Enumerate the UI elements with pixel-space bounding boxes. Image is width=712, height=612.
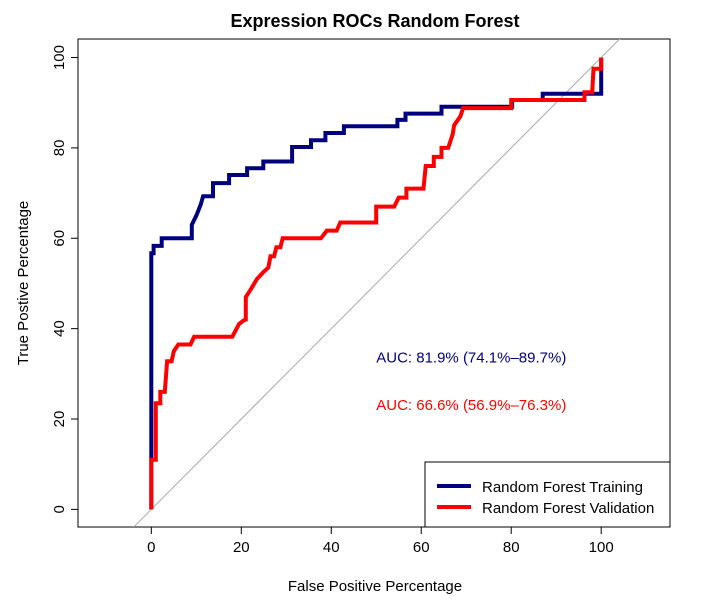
- y-tick-label: 20: [51, 411, 68, 428]
- x-tick-label: 80: [503, 539, 520, 556]
- legend: Random Forest Training Random Forest Val…: [424, 461, 671, 528]
- y-tick-label: 80: [51, 140, 68, 157]
- y-tick-label: 40: [51, 320, 68, 337]
- series-line-training: [149, 57, 604, 510]
- legend-box: [424, 461, 671, 528]
- auc-validation-label: AUC: 66.6% (56.9%–76.3%): [376, 397, 566, 414]
- x-axis: 0 20 40 60 80 100: [147, 526, 614, 556]
- x-tick-label: 60: [413, 539, 430, 556]
- legend-label-validation: Random Forest Validation: [482, 500, 654, 517]
- auc-training-label: AUC: 81.9% (74.1%–89.7%): [376, 350, 566, 367]
- x-tick-label: 40: [323, 539, 340, 556]
- diagonal-reference-line: [133, 39, 621, 527]
- x-tick-label: 20: [233, 539, 250, 556]
- y-tick-label: 100: [51, 45, 68, 70]
- chart-title: Expression ROCs Random Forest: [230, 11, 519, 31]
- plot-area: [133, 39, 621, 527]
- auc-annotations: AUC: 81.9% (74.1%–89.7%) AUC: 66.6% (56.9…: [376, 350, 566, 414]
- x-tick-label: 0: [147, 539, 155, 556]
- y-axis-label: True Postive Percentage: [15, 201, 32, 366]
- series-line-validation: [149, 57, 604, 510]
- y-axis: 0 20 40 60 80 100: [51, 45, 79, 514]
- x-axis-label: False Positive Percentage: [288, 578, 462, 595]
- y-tick-label: 0: [51, 505, 68, 513]
- x-tick-label: 100: [589, 539, 614, 556]
- y-tick-label: 60: [51, 230, 68, 247]
- legend-label-training: Random Forest Training: [482, 479, 643, 496]
- plot-frame: [77, 38, 671, 528]
